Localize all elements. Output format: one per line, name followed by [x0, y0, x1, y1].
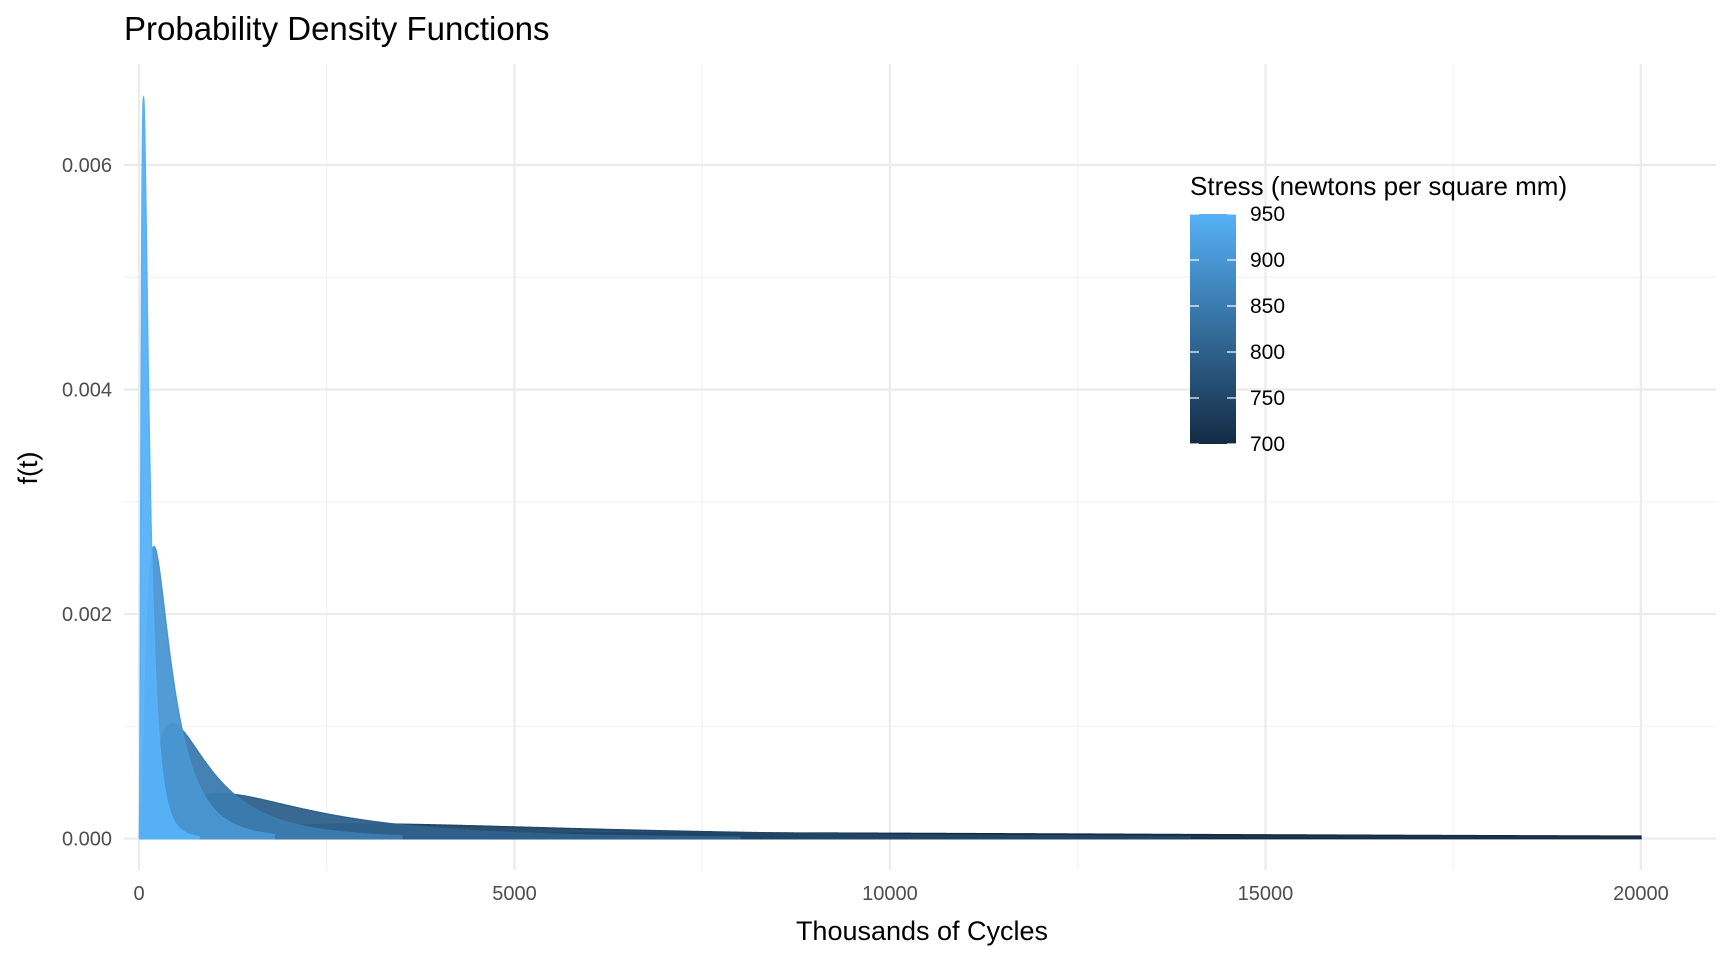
legend-tick-label: 850: [1250, 295, 1285, 318]
y-tick-label: 0.000: [62, 829, 112, 851]
y-tick-label: 0.002: [62, 604, 112, 626]
y-tick-label: 0.004: [62, 380, 112, 402]
x-tick-label: 10000: [862, 883, 918, 905]
x-tick-label: 0: [133, 883, 144, 905]
color-legend: Stress (newtons per square mm) 950 900 850…: [1190, 171, 1567, 456]
chart-title: Probability Density Functions: [124, 10, 550, 47]
y-axis-ticks: 0.000 0.002 0.004 0.006: [62, 155, 112, 851]
y-tick-label: 0.006: [62, 155, 112, 177]
x-tick-label: 20000: [1613, 883, 1669, 905]
legend-colorbar: [1190, 214, 1236, 444]
legend-tick-label: 700: [1250, 433, 1285, 456]
x-axis-ticks: 0 5000 10000 15000 20000: [133, 883, 1668, 905]
y-axis-title: f(t): [13, 452, 43, 485]
legend-tick-label: 800: [1250, 341, 1285, 364]
density-area-950: [138, 95, 200, 840]
legend-tick-label: 750: [1250, 387, 1285, 410]
x-tick-label: 5000: [492, 883, 537, 905]
legend-title: Stress (newtons per square mm): [1190, 171, 1567, 201]
density-curves: [138, 95, 1642, 840]
legend-tick-label: 950: [1250, 203, 1285, 226]
legend-ticks: 950 900 850 800 750 700: [1190, 203, 1285, 456]
x-tick-label: 15000: [1238, 883, 1294, 905]
legend-tick-label: 900: [1250, 249, 1285, 272]
x-axis-title: Thousands of Cycles: [796, 916, 1048, 946]
density-area-900: [139, 545, 275, 840]
